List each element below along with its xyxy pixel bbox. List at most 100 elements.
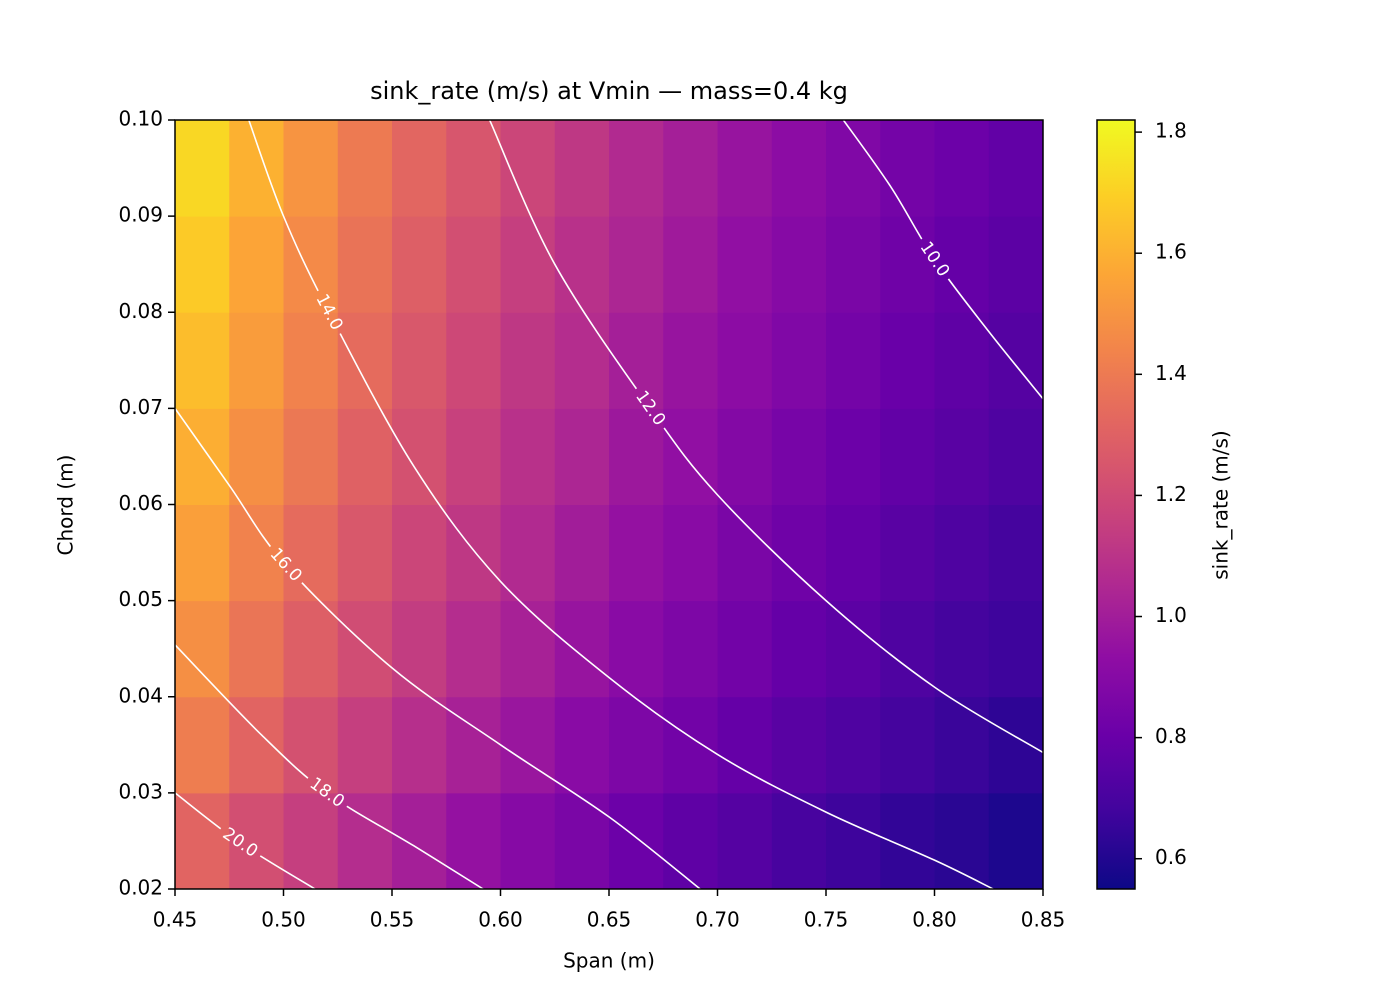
y-tick-label: 0.10: [118, 107, 163, 131]
heatmap-cell: [663, 696, 718, 794]
heatmap-cell: [826, 408, 881, 505]
contour-lines: [175, 120, 1043, 889]
heatmap-cell: [229, 120, 284, 217]
heatmap-cell: [880, 792, 935, 890]
heatmap-cell: [283, 216, 339, 313]
heatmap-cell: [392, 120, 447, 217]
heatmap-cell: [554, 792, 610, 890]
heatmap-cell: [554, 216, 610, 313]
heatmap-cell: [337, 312, 393, 409]
heatmap-cell: [880, 696, 935, 794]
heatmap-cell: [500, 120, 556, 217]
heatmap-cell: [500, 216, 556, 313]
heatmap-cell: [229, 408, 284, 505]
heatmap-cell: [446, 504, 501, 602]
heatmap-cell: [392, 696, 447, 794]
heatmap-cell: [717, 312, 773, 409]
heatmap-cell: [175, 792, 230, 890]
heatmap-cell: [880, 504, 935, 602]
heatmap-cell: [446, 408, 501, 505]
heatmap-cell: [771, 408, 827, 505]
heatmap-cell: [771, 600, 827, 698]
heatmap-cell: [609, 696, 664, 794]
heatmap-cell: [663, 120, 718, 217]
heatmap-cell: [175, 600, 230, 698]
heatmap-cell: [826, 504, 881, 602]
y-tick-label: 0.02: [118, 876, 163, 900]
x-tick-label: 0.80: [912, 908, 957, 932]
heatmap-cell: [500, 312, 556, 409]
heatmap-cell: [392, 504, 447, 602]
heatmap-cell: [609, 792, 664, 890]
heatmap-cell: [609, 120, 664, 217]
heatmap-cell: [554, 408, 610, 505]
y-tick-label: 0.06: [118, 491, 163, 515]
heatmap-cell: [717, 600, 773, 698]
heatmap-cell: [934, 792, 990, 890]
colorbar: [1096, 119, 1136, 890]
x-tick-label: 0.70: [695, 908, 740, 932]
heatmap-cell: [446, 792, 501, 890]
heatmap-cell: [880, 216, 935, 313]
heatmap-cell: [283, 312, 339, 409]
colorbar-tick-label: 1.8: [1155, 119, 1187, 143]
heatmap-cell: [717, 792, 773, 890]
heatmap-cell: [771, 696, 827, 794]
heatmap-cell: [609, 504, 664, 602]
heatmap-cell: [446, 120, 501, 217]
colorbar-tick-label: 0.8: [1155, 724, 1187, 748]
heatmap-cell: [934, 120, 990, 217]
heatmap-cell: [880, 600, 935, 698]
y-tick-label: 0.07: [118, 395, 163, 419]
x-tick-label: 0.60: [478, 908, 523, 932]
y-tick-label: 0.03: [118, 779, 163, 803]
heatmap-cell: [988, 216, 1044, 313]
heatmap-cell: [934, 504, 990, 602]
heatmap-cell: [663, 792, 718, 890]
heatmap-cell: [880, 408, 935, 505]
heatmap-cell: [446, 600, 501, 698]
heatmap-cell: [337, 216, 393, 313]
colorbar-tick-label: 1.0: [1155, 603, 1187, 627]
heatmap-cell: [609, 408, 664, 505]
heatmap-cell: [934, 312, 990, 409]
heatmap-cell: [826, 120, 881, 217]
heatmap-cell: [392, 408, 447, 505]
heatmap-cell: [554, 600, 610, 698]
heatmap-cell: [283, 600, 339, 698]
heatmap-cell: [934, 408, 990, 505]
heatmap-cell: [717, 504, 773, 602]
heatmap-cell: [175, 312, 230, 409]
heatmap-cell: [609, 216, 664, 313]
heatmap-cell: [554, 312, 610, 409]
heatmap-cell: [337, 792, 393, 890]
contour-line: [248, 120, 994, 889]
heatmap-cell: [175, 696, 230, 794]
heatmap-cell: [229, 312, 284, 409]
heatmap-cell: [392, 600, 447, 698]
x-tick-label: 0.45: [153, 908, 198, 932]
contour-line: [175, 644, 484, 889]
heatmap-cell: [663, 600, 718, 698]
heatmap: [175, 120, 1044, 890]
heatmap-cell: [988, 504, 1044, 602]
heatmap-cell: [771, 504, 827, 602]
contour-line: [175, 792, 316, 889]
heatmap-cell: [663, 312, 718, 409]
heatmap-cell: [283, 120, 339, 217]
y-tick-label: 0.04: [118, 683, 163, 707]
heatmap-cell: [446, 696, 501, 794]
heatmap-cell: [554, 696, 610, 794]
heatmap-cell: [283, 792, 339, 890]
heatmap-cell: [988, 408, 1044, 505]
heatmap-cell: [500, 696, 556, 794]
x-axis-label: Span (m): [563, 949, 655, 973]
heatmap-cell: [663, 408, 718, 505]
heatmap-cell: [229, 696, 284, 794]
heatmap-cell: [500, 600, 556, 698]
heatmap-cell: [175, 408, 230, 505]
heatmap-cell: [392, 312, 447, 409]
heatmap-cell: [826, 600, 881, 698]
heatmap-cell: [283, 696, 339, 794]
